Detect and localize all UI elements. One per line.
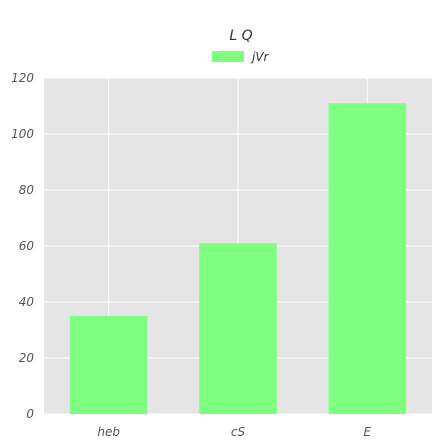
x-axis-ticks: heb cS E [97, 425, 371, 439]
bar-heb [69, 316, 148, 414]
x-tick-label-cs: cS [231, 425, 246, 439]
bar-e [328, 103, 407, 414]
bar-cs [199, 243, 277, 414]
legend: jVr [212, 50, 270, 64]
y-tick-label-20: 20 [19, 351, 35, 365]
y-tick-label-80: 80 [19, 183, 35, 197]
x-tick-label-e: E [364, 425, 372, 439]
x-tick-label-heb: heb [97, 425, 120, 439]
y-tick-label-60: 60 [19, 239, 35, 253]
y-tick-label-40: 40 [19, 295, 35, 309]
y-tick-label-0: 0 [26, 407, 34, 421]
bars [69, 103, 407, 414]
chart-title: L Q [229, 28, 252, 44]
legend-label-jvr: jVr [250, 50, 270, 64]
legend-swatch-jvr [212, 51, 244, 62]
y-tick-label-100: 100 [11, 127, 34, 141]
y-tick-label-120: 120 [11, 71, 34, 85]
y-axis-ticks: 0 20 40 60 80 100 120 [11, 71, 34, 421]
